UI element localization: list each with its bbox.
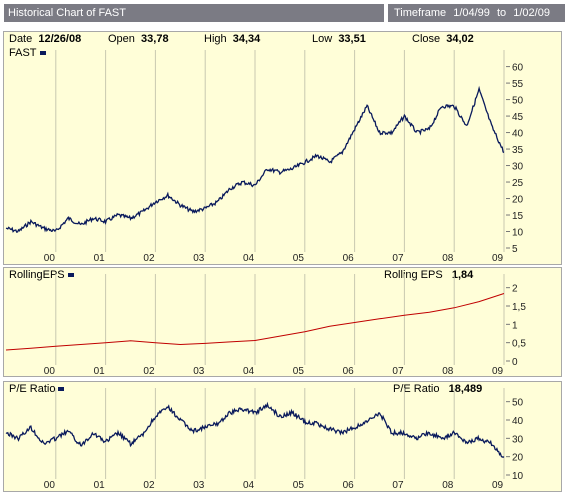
price-ytick-label: 15 (512, 211, 524, 222)
eps-readout: Rolling EPS 1,84 (384, 268, 473, 282)
pe-xtick-label: 01 (94, 480, 106, 491)
eps-xtick-label: 01 (94, 366, 106, 376)
high-label: High (204, 33, 227, 45)
pe-ytick-label: 40 (512, 416, 524, 427)
pe-xtick-label: 06 (343, 480, 355, 491)
eps-xtick-label: 02 (143, 366, 155, 376)
timeframe-label: Timeframe (394, 7, 447, 19)
price-series-line (5, 85, 505, 233)
price-xtick-label: 00 (44, 253, 56, 264)
eps-legend-label: RollingEPS (9, 269, 65, 281)
price-ytick-label: 45 (512, 112, 524, 123)
pe-xtick-label: 03 (193, 480, 205, 491)
price-ytick-label: 55 (512, 79, 524, 90)
price-xtick-label: 06 (343, 253, 355, 264)
eps-series-line (5, 293, 505, 351)
price-xtick-label: 07 (392, 253, 404, 264)
price-legend-swatch (39, 51, 46, 56)
price-ytick-label: 10 (512, 228, 524, 239)
timeframe-start[interactable]: 1/04/99 (453, 7, 490, 19)
low-value: 33,51 (338, 33, 366, 45)
price-ytick-label: 30 (512, 162, 524, 173)
eps-chart: 00 01 02 03 04 05 06 07 08 09 0 0,5 1 1,5 2 (5, 274, 526, 376)
date-value: 12/26/08 (38, 33, 82, 45)
low-label: Low (312, 33, 333, 45)
price-xtick-label: 09 (492, 253, 504, 264)
price-legend: FAST (9, 46, 46, 60)
eps-readout-value: 1,84 (451, 269, 474, 281)
pe-series-line (5, 401, 505, 458)
eps-xtick-label: 00 (44, 366, 56, 376)
eps-xtick-label: 04 (243, 366, 255, 376)
eps-xtick-label: 09 (492, 366, 504, 376)
open-readout: Open 33,78 (108, 32, 169, 46)
eps-readout-label: Rolling EPS (384, 269, 443, 281)
eps-legend: RollingEPS (9, 268, 74, 282)
eps-ytick-label: 2 (512, 284, 518, 295)
pe-xtick-label: 02 (143, 480, 155, 491)
pe-legend: P/E Ratio (9, 382, 65, 396)
high-readout: High 34,34 (204, 32, 260, 46)
eps-xtick-label: 03 (193, 366, 205, 376)
close-label: Close (412, 33, 441, 45)
pe-readout-value: 18,489 (448, 383, 483, 395)
pe-chart: 00 01 02 03 04 05 06 07 08 09 10 20 30 40 50 (5, 388, 524, 491)
price-ytick-label: 5 (512, 244, 518, 255)
low-readout: Low 33,51 (312, 32, 366, 46)
price-ytick-label: 40 (512, 129, 524, 140)
title-bar: Historical Chart of FAST Timeframe 1/04/… (0, 0, 565, 25)
eps-ytick-label: 1,5 (512, 302, 526, 313)
eps-ytick-label: 1 (512, 320, 518, 331)
pe-ytick-label: 50 (512, 398, 524, 409)
price-ytick-label: 50 (512, 96, 524, 107)
pe-xtick-label: 08 (442, 480, 454, 491)
pe-legend-swatch (58, 387, 65, 392)
price-ytick-label: 25 (512, 178, 524, 189)
pe-xtick-label: 09 (492, 480, 504, 491)
close-value: 34,02 (446, 33, 474, 45)
open-value: 33,78 (141, 33, 169, 45)
date-label: Date (9, 33, 33, 45)
pe-legend-label: P/E Ratio (9, 383, 56, 395)
price-ytick-label: 20 (512, 195, 524, 206)
eps-ytick-label: 0,5 (512, 339, 526, 350)
price-xtick-label: 05 (293, 253, 305, 264)
eps-xtick-label: 06 (343, 366, 355, 376)
close-readout: Close 34,02 (412, 32, 474, 46)
pe-xtick-label: 04 (243, 480, 255, 491)
pe-ytick-label: 20 (512, 453, 524, 464)
price-legend-label: FAST (9, 47, 37, 59)
price-ytick-label: 35 (512, 145, 524, 156)
eps-xtick-label: 07 (392, 366, 404, 376)
pe-ytick-label: 10 (512, 471, 524, 482)
timeframe-selector[interactable]: Timeframe 1/04/99 to 1/02/09 (388, 4, 565, 22)
high-value: 34,34 (232, 33, 261, 45)
eps-ytick-label: 0 (512, 357, 518, 368)
timeframe-end[interactable]: 1/02/09 (513, 7, 550, 19)
eps-panel: RollingEPS Rolling EPS 1,84 00 01 02 03 04 05… (3, 267, 562, 377)
price-xtick-label: 04 (243, 253, 255, 264)
pe-xtick-label: 07 (392, 480, 404, 491)
pe-panel: P/E Ratio P/E Ratio 18,489 00 01 02 03 04 05 0… (3, 381, 562, 492)
chart-title: Historical Chart of FAST (4, 4, 384, 22)
pe-xtick-label: 00 (44, 480, 56, 491)
price-ytick-label: 60 (512, 63, 524, 74)
price-xtick-label: 08 (442, 253, 454, 264)
eps-legend-swatch (67, 273, 74, 278)
price-panel: Date 12/26/08 Open 33,78 High 34,34 Low … (3, 31, 562, 265)
pe-xtick-label: 05 (293, 480, 305, 491)
eps-xtick-label: 05 (293, 366, 305, 376)
price-xtick-label: 03 (193, 253, 205, 264)
open-label: Open (108, 33, 135, 45)
price-xtick-label: 01 (94, 253, 106, 264)
timeframe-to: to (496, 7, 507, 19)
date-readout: Date 12/26/08 (9, 32, 81, 46)
pe-ytick-label: 30 (512, 434, 524, 445)
price-xtick-label: 02 (143, 253, 155, 264)
eps-xtick-label: 08 (442, 366, 454, 376)
price-chart: 00 01 02 03 04 05 06 07 08 09 5 10 15 20 25 30 35 40 45 50 5… (5, 50, 524, 264)
